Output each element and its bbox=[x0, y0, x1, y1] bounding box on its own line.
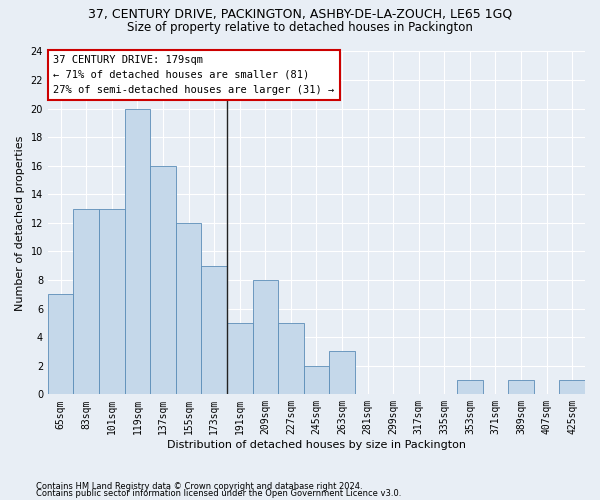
Bar bbox=[202, 266, 227, 394]
Y-axis label: Number of detached properties: Number of detached properties bbox=[15, 135, 25, 310]
Text: 37, CENTURY DRIVE, PACKINGTON, ASHBY-DE-LA-ZOUCH, LE65 1GQ: 37, CENTURY DRIVE, PACKINGTON, ASHBY-DE-… bbox=[88, 8, 512, 20]
Bar bbox=[125, 108, 150, 395]
Text: Contains public sector information licensed under the Open Government Licence v3: Contains public sector information licen… bbox=[36, 490, 401, 498]
Bar bbox=[176, 223, 202, 394]
Bar bbox=[457, 380, 482, 394]
Bar bbox=[253, 280, 278, 394]
Bar bbox=[73, 208, 99, 394]
Text: Size of property relative to detached houses in Packington: Size of property relative to detached ho… bbox=[127, 21, 473, 34]
X-axis label: Distribution of detached houses by size in Packington: Distribution of detached houses by size … bbox=[167, 440, 466, 450]
Text: 37 CENTURY DRIVE: 179sqm
← 71% of detached houses are smaller (81)
27% of semi-d: 37 CENTURY DRIVE: 179sqm ← 71% of detach… bbox=[53, 55, 335, 94]
Bar bbox=[278, 323, 304, 394]
Bar bbox=[508, 380, 534, 394]
Text: Contains HM Land Registry data © Crown copyright and database right 2024.: Contains HM Land Registry data © Crown c… bbox=[36, 482, 362, 491]
Bar bbox=[559, 380, 585, 394]
Bar bbox=[48, 294, 73, 394]
Bar bbox=[304, 366, 329, 394]
Bar bbox=[227, 323, 253, 394]
Bar bbox=[329, 352, 355, 395]
Bar bbox=[99, 208, 125, 394]
Bar bbox=[150, 166, 176, 394]
